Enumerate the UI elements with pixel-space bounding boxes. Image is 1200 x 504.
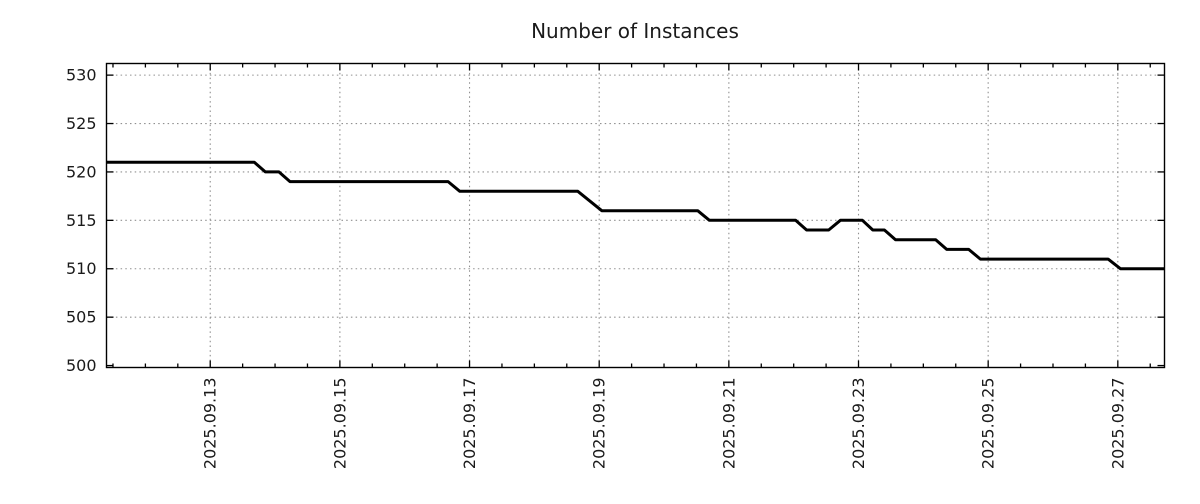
y-tick-label: 530: [66, 66, 97, 85]
x-tick-label: 2025.09.19: [590, 378, 609, 470]
x-tick-label: 2025.09.25: [979, 378, 998, 470]
x-tick-labels: 2025.09.13 2025.09.15 2025.09.17 2025.09.19…: [201, 378, 1128, 470]
chart-title: Number of Instances: [531, 19, 739, 43]
y-gridlines: [106, 74, 1165, 318]
y-tick-label: 500: [66, 356, 97, 375]
x-ticks: [112, 63, 1151, 368]
series-line-instances: [106, 160, 1165, 271]
x-tick-label: 2025.09.15: [330, 378, 349, 470]
y-tick-label: 525: [66, 114, 97, 133]
x-tick-label: 2025.09.27: [1108, 378, 1127, 470]
x-gridlines: [209, 63, 1119, 368]
y-tick-label: 505: [66, 308, 97, 327]
x-tick-label: 2025.09.21: [719, 378, 738, 470]
y-tick-label: 510: [66, 259, 97, 278]
y-tick-labels: 500 505 510 515 520 525 530: [66, 66, 97, 375]
y-tick-label: 520: [66, 162, 97, 181]
x-tick-label: 2025.09.13: [201, 378, 220, 470]
y-tick-label: 515: [66, 211, 97, 230]
plot-border: [105, 62, 1166, 369]
y-ticks: [106, 74, 1165, 367]
x-tick-label: 2025.09.17: [460, 378, 479, 470]
x-tick-label: 2025.09.23: [849, 378, 868, 470]
